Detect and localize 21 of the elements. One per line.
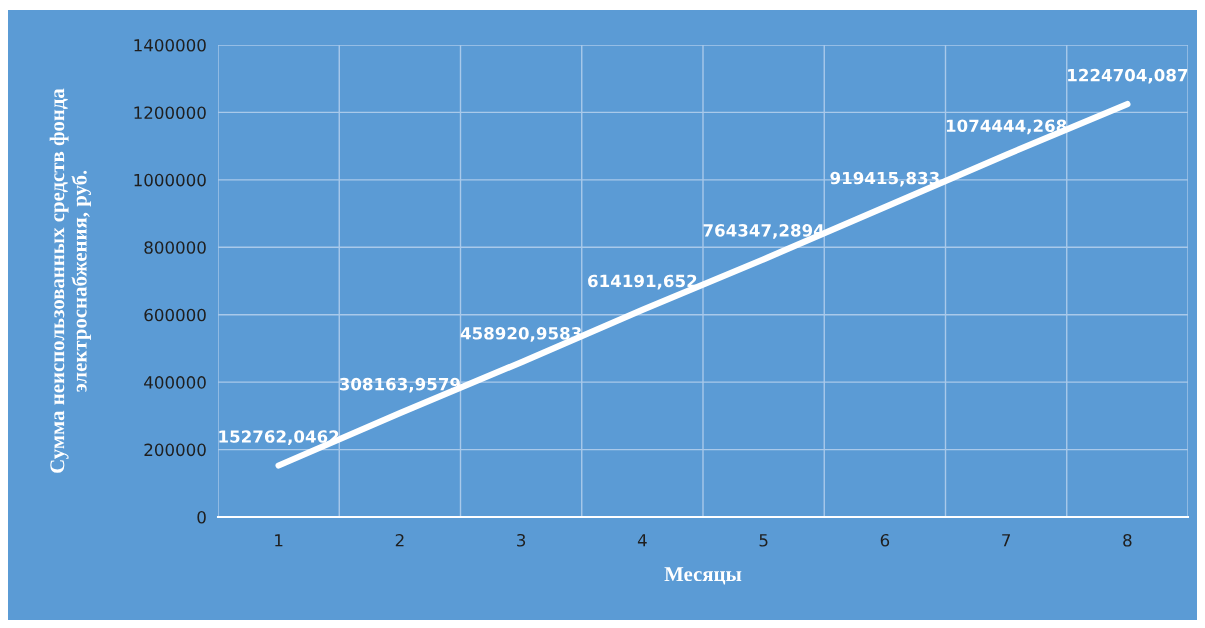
x-tick-label: 5	[759, 534, 768, 547]
data-label: 1224704,087	[1068, 68, 1188, 84]
x-tick-label: 2	[395, 533, 404, 547]
y-tick-label: 1400000	[134, 38, 206, 52]
x-tick-label: 8	[1123, 533, 1132, 547]
y-tick-label: 1000000	[134, 173, 206, 187]
data-label: 614191,652	[588, 274, 697, 290]
data-label: 919415,833	[830, 171, 939, 187]
x-tick-label: 4	[637, 534, 647, 547]
x-tick-label: 7	[1002, 534, 1010, 547]
x-tick-label: 6	[880, 533, 890, 547]
x-tick-label: 3	[517, 533, 526, 547]
y-tick-label: 600000	[144, 308, 206, 322]
y-tick-label: 0	[197, 510, 206, 524]
x-axis-title: Месяцы	[664, 567, 742, 585]
y-tick-label: 400000	[144, 376, 206, 389]
y-tick-label: 1200000	[134, 106, 206, 119]
x-tick-label: 1	[275, 534, 283, 547]
y-tick-label: 200000	[144, 443, 206, 457]
y-tick-label: 800000	[144, 241, 206, 254]
y-axis-title: Сумма неиспользованных средств фонда электроснабжения, руб.	[49, 88, 91, 473]
